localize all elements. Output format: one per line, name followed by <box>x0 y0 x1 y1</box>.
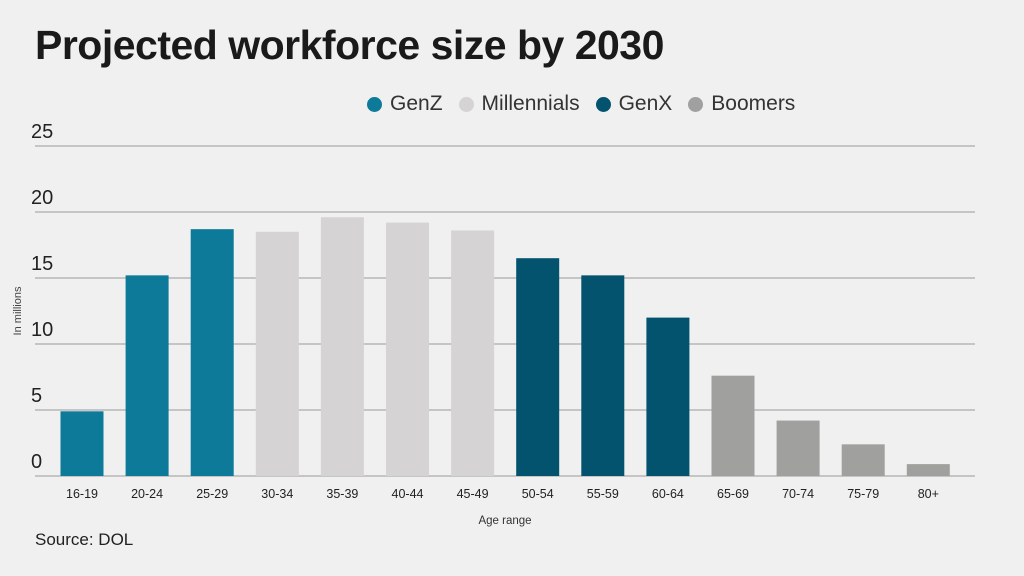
x-tick-label: 35-39 <box>326 487 358 501</box>
bar-35-39 <box>320 217 364 476</box>
legend-label: GenZ <box>390 92 443 115</box>
legend: GenZ Millennials GenX Boomers <box>367 92 795 116</box>
bar-40-44 <box>386 222 429 476</box>
bar-16-19 <box>60 411 104 476</box>
legend-swatch <box>367 96 382 112</box>
x-axis-label: Age range <box>478 515 531 527</box>
x-tick-label: 70-74 <box>782 487 814 501</box>
legend-swatch <box>688 96 704 112</box>
bar-65-69 <box>711 375 755 476</box>
x-tick-label: 65-69 <box>717 487 749 501</box>
bar-30-34 <box>255 231 299 476</box>
x-tick-label: 25-29 <box>196 487 228 501</box>
x-tick-label: 80+ <box>918 487 939 501</box>
legend-label: Boomers <box>711 92 796 115</box>
legend-item-millennials: Millennials <box>458 92 580 116</box>
bar-60-64 <box>646 317 690 476</box>
x-tick-label: 20-24 <box>131 487 163 501</box>
legend-label: Millennials <box>481 92 580 115</box>
x-tick-label: 40-44 <box>392 487 424 501</box>
source-note: Source: DOL <box>35 530 134 549</box>
bar-80+ <box>906 464 950 476</box>
legend-item-genz: GenZ <box>367 92 443 116</box>
x-tick-label: 55-59 <box>587 487 619 501</box>
y-tick-label: 0 <box>31 451 42 473</box>
x-tick-label: 16-19 <box>66 487 98 501</box>
bar-75-79 <box>841 444 885 476</box>
legend-label: GenX <box>618 92 673 115</box>
legend-item-boomers: Boomers <box>688 92 795 116</box>
bar-55-59 <box>581 275 625 476</box>
y-tick-label: 10 <box>31 319 53 341</box>
y-tick-label: 15 <box>31 253 53 275</box>
y-axis-label: In millions <box>12 286 24 335</box>
x-tick-label: 30-34 <box>261 487 293 501</box>
x-tick-label: 60-64 <box>652 487 684 501</box>
bar-70-74 <box>776 420 820 476</box>
chart-title: Projected workforce size by 2030 <box>35 22 664 68</box>
y-tick-label: 20 <box>31 187 53 209</box>
bar-20-24 <box>125 275 169 476</box>
x-tick-label: 45-49 <box>457 487 489 501</box>
x-tick-label: 50-54 <box>522 487 554 501</box>
x-tick-label: 75-79 <box>847 487 879 501</box>
y-tick-label: 25 <box>31 121 53 143</box>
y-tick-label: 5 <box>31 385 42 407</box>
legend-item-genx: GenX <box>595 92 673 116</box>
legend-swatch <box>595 96 611 112</box>
legend-swatch <box>458 96 474 112</box>
bar-25-29 <box>190 229 234 476</box>
bar-50-54 <box>516 258 560 476</box>
bar-45-49 <box>451 230 495 476</box>
